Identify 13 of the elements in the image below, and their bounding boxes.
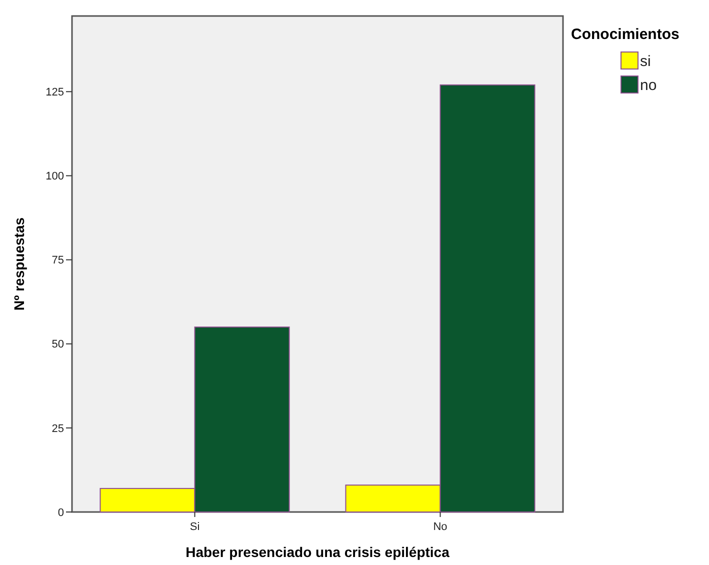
x-tick-label: Si — [190, 521, 200, 533]
y-tick-label: 125 — [46, 86, 64, 99]
y-tick-label: 50 — [52, 338, 64, 351]
legend-label: no — [640, 77, 657, 94]
y-tick-label: 100 — [46, 170, 64, 183]
y-tick-label: 25 — [52, 422, 64, 435]
legend-label: si — [640, 53, 651, 70]
legend-title: Conocimientos — [571, 26, 680, 43]
x-tick-label: No — [433, 521, 448, 533]
y-axis-title: Nº respuestas — [11, 217, 27, 311]
y-tick-label: 75 — [52, 254, 64, 267]
x-axis-title: Haber presenciado una crisis epiléptica — [186, 544, 450, 560]
y-tick-label: 0 — [58, 506, 64, 519]
